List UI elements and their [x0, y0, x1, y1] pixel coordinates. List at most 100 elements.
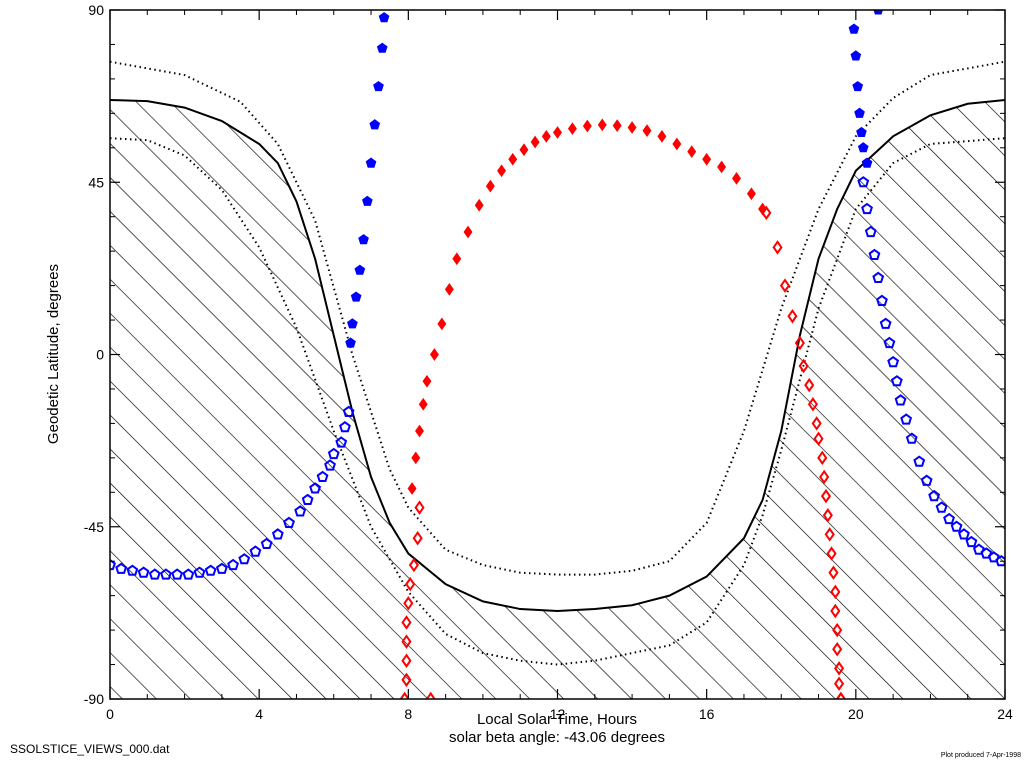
diamond-marker: [399, 691, 410, 699]
x-tick-label: 24: [997, 706, 1013, 722]
pentagon-marker: [864, 225, 877, 238]
pentagon-marker: [354, 264, 366, 275]
diamond-marker: [474, 198, 484, 212]
pentagon-marker: [126, 564, 139, 576]
pentagon-marker: [879, 317, 892, 329]
pentagon-marker: [362, 195, 373, 206]
pentagon-marker: [260, 537, 273, 549]
diamond-marker: [497, 164, 507, 178]
pentagon-marker: [365, 157, 377, 168]
pentagon-marker: [294, 505, 307, 517]
pentagon-marker: [350, 291, 362, 302]
diamond-marker: [830, 584, 841, 600]
pentagon-marker: [309, 482, 322, 494]
diamond-marker: [787, 308, 798, 324]
pentagon-marker: [905, 432, 918, 444]
pentagon-marker: [958, 528, 970, 540]
diamond-marker: [732, 172, 741, 185]
pentagon-marker: [894, 394, 907, 406]
diamond-marker: [508, 152, 518, 166]
diamond-marker: [804, 377, 815, 393]
diamond-marker: [401, 634, 412, 649]
diamond-marker: [422, 374, 432, 388]
diamond-marker: [627, 121, 637, 134]
diamond-marker: [820, 488, 832, 504]
pentagon-marker: [852, 80, 864, 92]
pentagon-marker: [972, 543, 985, 555]
diamond-marker: [444, 283, 454, 296]
pentagon-marker: [980, 547, 993, 559]
pentagon-marker: [854, 107, 865, 118]
diamond-marker: [411, 451, 421, 465]
diamond-marker: [415, 424, 424, 438]
pentagon-marker: [861, 157, 873, 168]
dotted-upper-line: [110, 60, 1005, 576]
pentagon-marker: [182, 568, 195, 580]
source-filename: SSOLSTICE_VIEWS_000.dat: [10, 742, 170, 756]
pentagon-marker: [950, 520, 963, 532]
diamond-marker: [794, 335, 805, 351]
diamond-marker: [672, 137, 682, 151]
diamond-marker: [832, 641, 843, 657]
pentagon-marker: [271, 528, 284, 540]
diamond-marker: [530, 135, 540, 149]
diamond-marker: [429, 348, 439, 361]
pentagon-marker: [301, 493, 314, 505]
diamond-marker: [403, 596, 414, 611]
pentagon-marker: [137, 566, 150, 578]
diamond-marker: [582, 119, 592, 133]
diamond-marker: [405, 576, 416, 592]
diamond-marker: [597, 118, 607, 132]
pentagon-marker: [857, 142, 869, 153]
y-axis-label: Geodetic Latitude, degrees: [45, 264, 62, 444]
diamond-marker: [813, 431, 824, 446]
diamond-marker: [761, 205, 772, 221]
diamond-marker: [746, 187, 756, 201]
x-tick-label: 20: [848, 706, 864, 722]
hatch-fill: [110, 99, 1005, 699]
pentagon-marker: [148, 568, 161, 580]
y-tick-label: 90: [88, 2, 104, 18]
terminator-curves: [110, 60, 1005, 666]
pentagon-marker: [876, 294, 888, 306]
pentagon-marker: [857, 176, 870, 188]
diamond-marker: [824, 527, 835, 542]
pentagon-marker: [872, 271, 885, 283]
y-tick-label: 0: [96, 347, 104, 363]
diamond-marker: [401, 653, 412, 668]
diamond-marker: [418, 397, 428, 411]
diamond-marker: [401, 672, 412, 688]
pentagon-marker: [193, 566, 206, 578]
diamond-marker: [811, 416, 822, 431]
diamond-marker: [817, 450, 828, 466]
diamond-marker: [425, 691, 436, 699]
pentagon-marker: [943, 512, 955, 525]
diamond-marker: [833, 676, 845, 691]
pentagon-marker: [249, 545, 262, 557]
pentagon-marker: [920, 474, 933, 486]
pentagon-marker: [850, 50, 862, 61]
y-tick-label: -90: [84, 691, 104, 707]
pentagon-marker: [987, 551, 1000, 563]
pentagon-marker: [358, 234, 369, 245]
pentagon-marker: [900, 413, 913, 425]
x-tick-label: 0: [106, 706, 114, 722]
pentagon-marker: [324, 459, 336, 471]
pentagon-marker: [115, 562, 128, 574]
diamond-marker: [485, 179, 495, 193]
pentagon-marker: [110, 558, 116, 571]
diamond-marker: [408, 557, 419, 573]
diamond-marker: [407, 482, 417, 495]
pentagon-marker: [171, 568, 184, 580]
diamond-marker: [830, 603, 841, 619]
diamond-marker: [702, 152, 712, 166]
pentagon-marker: [913, 455, 926, 467]
pentagon-marker: [887, 355, 900, 368]
diamond-marker: [826, 546, 837, 561]
pentagon-marker: [238, 553, 251, 565]
pentagon-marker: [376, 42, 388, 53]
diamond-marker: [519, 143, 529, 157]
diamond-marker: [835, 691, 846, 699]
x-tick-label: 16: [699, 706, 715, 722]
